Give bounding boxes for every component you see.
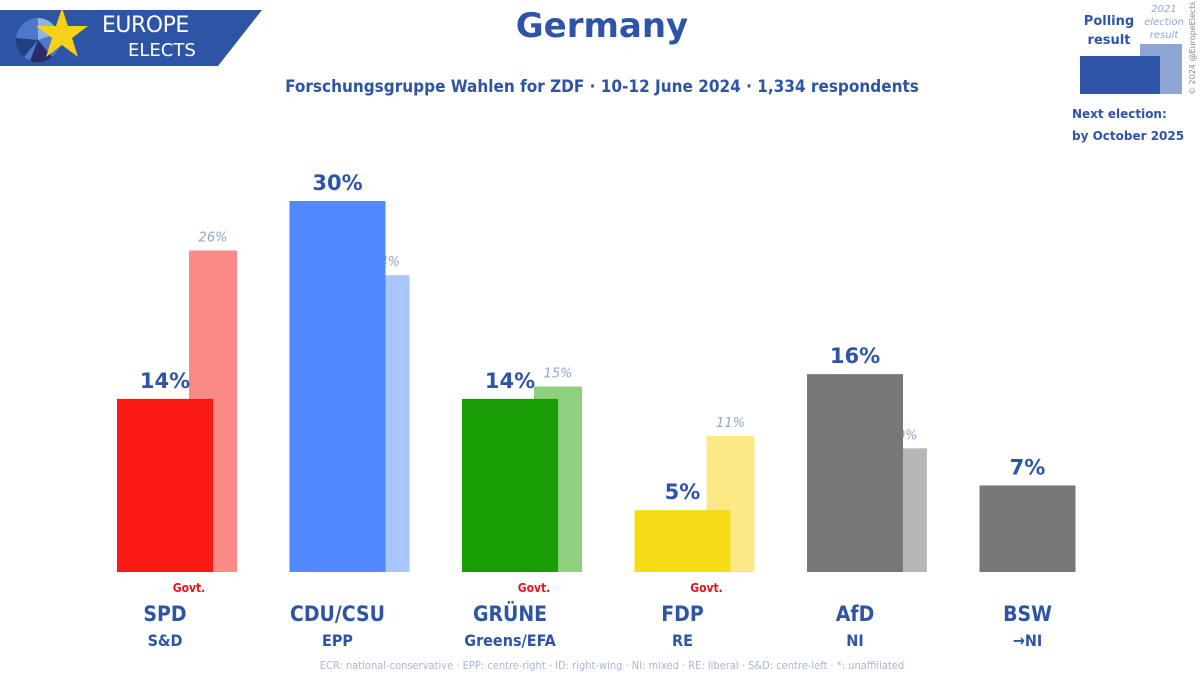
govt-label-0: Govt.: [173, 581, 206, 595]
poll-value-label-3: 5%: [665, 480, 701, 504]
group-label-3: RE: [672, 631, 693, 650]
poll-value-label-4: 16%: [830, 344, 880, 368]
copyright: © 2024 @EuropeElects: [1188, 1, 1197, 95]
poll-bar-0: [117, 398, 213, 572]
previous-value-label-2: 15%: [544, 367, 573, 382]
group-label-4: NI: [846, 631, 863, 650]
next-election: Next election: by October 2025: [1072, 103, 1184, 147]
poll-bar-1: [289, 201, 386, 572]
logo-line2: ELECTS: [128, 40, 196, 61]
europe-elects-logo: [0, 8, 262, 66]
poll-subtitle: Forschungsgruppe Wahlen for ZDF · 10-12 …: [285, 77, 919, 97]
next-election-value: by October 2025: [1072, 129, 1185, 143]
legend-poll-swatch: [1080, 56, 1160, 94]
govt-label-3: Govt.: [690, 581, 723, 595]
legend-swatches: [1080, 44, 1182, 94]
footer-legend: ECR: national-conservative · EPP: centre…: [319, 659, 905, 672]
previous-value-label-3: 11%: [716, 416, 745, 431]
party-label-1: CDU/CSU: [290, 602, 385, 626]
party-label-3: FDP: [661, 602, 704, 626]
legend-poll-label: Polling result: [1083, 14, 1135, 48]
group-label-1: EPP: [322, 631, 353, 650]
group-label-5: →NI: [1013, 631, 1042, 650]
poll-bar-4: [807, 374, 903, 572]
poll-value-label-0: 14%: [140, 369, 190, 393]
poll-value-label-1: 30%: [312, 171, 362, 195]
star-icon: [36, 8, 88, 57]
previous-value-label-0: 26%: [199, 230, 228, 245]
group-label-0: S&D: [148, 631, 183, 650]
logo-line1: EUROPE: [102, 13, 189, 38]
party-label-5: BSW: [1003, 602, 1052, 626]
poll-bar-5: [979, 485, 1076, 572]
govt-label-2: Govt.: [518, 581, 551, 595]
party-label-2: GRÜNE: [473, 601, 547, 626]
poll-bar-2: [462, 398, 558, 572]
poll-value-label-5: 7%: [1010, 455, 1046, 479]
page-title: Germany: [515, 6, 689, 46]
poll-bar-3: [634, 510, 731, 572]
legend-previous-label: 2021 election result: [1144, 4, 1184, 41]
party-label-4: AfD: [836, 602, 875, 626]
party-label-0: SPD: [143, 602, 186, 626]
next-election-label: Next election:: [1072, 107, 1167, 121]
poll-value-label-2: 14%: [485, 369, 535, 393]
group-label-2: Greens/EFA: [464, 631, 556, 650]
